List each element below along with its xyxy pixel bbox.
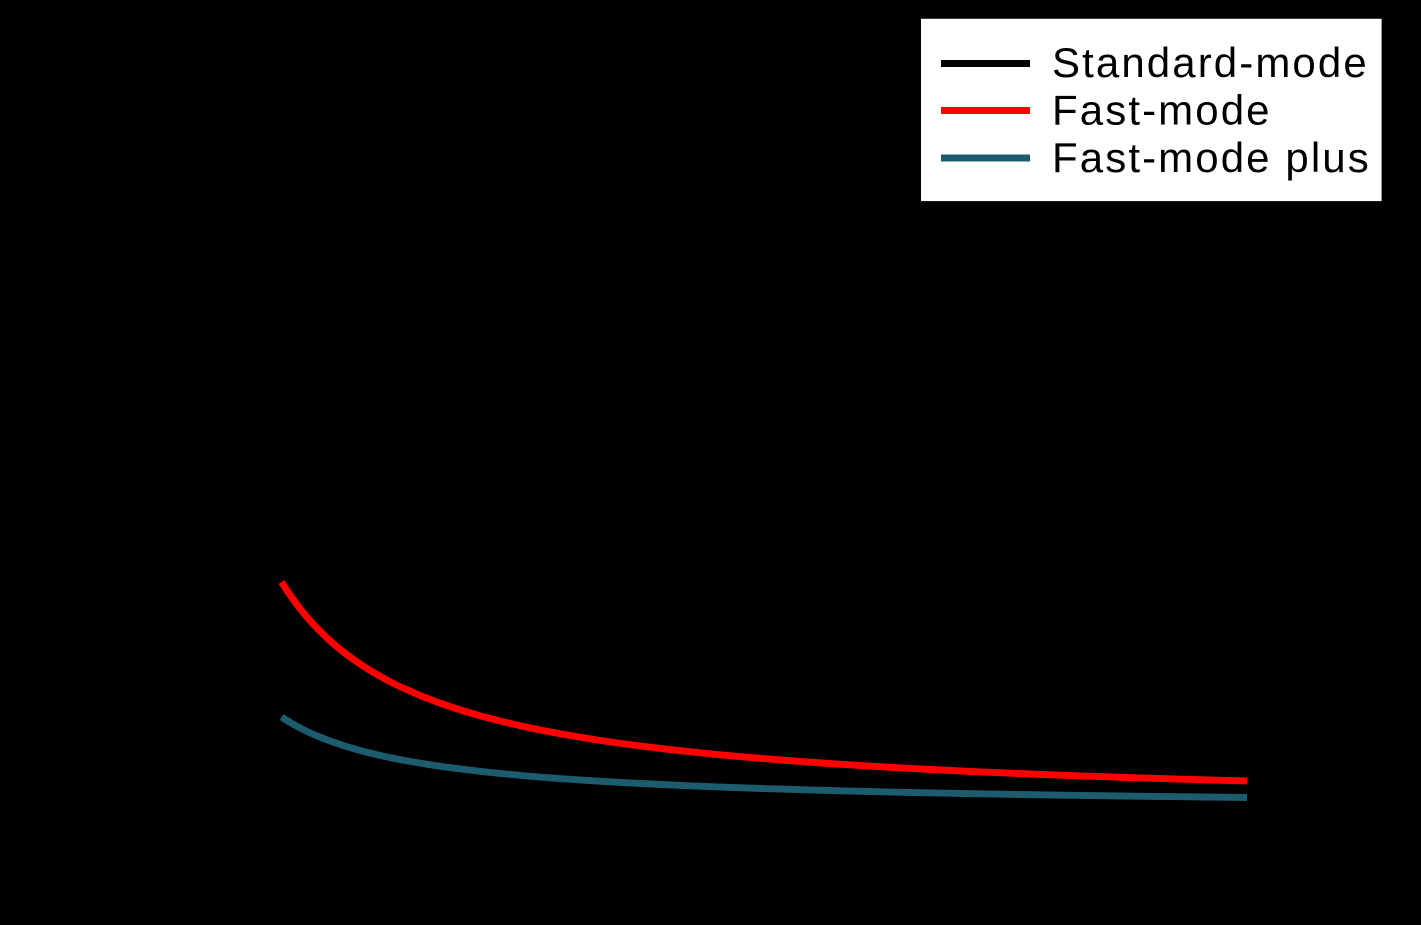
svg-text:Fast-mode plus: Fast-mode plus	[1052, 134, 1371, 181]
svg-text:Standard-mode: Standard-mode	[1052, 39, 1369, 86]
svg-text:Fast-mode: Fast-mode	[1052, 87, 1272, 134]
